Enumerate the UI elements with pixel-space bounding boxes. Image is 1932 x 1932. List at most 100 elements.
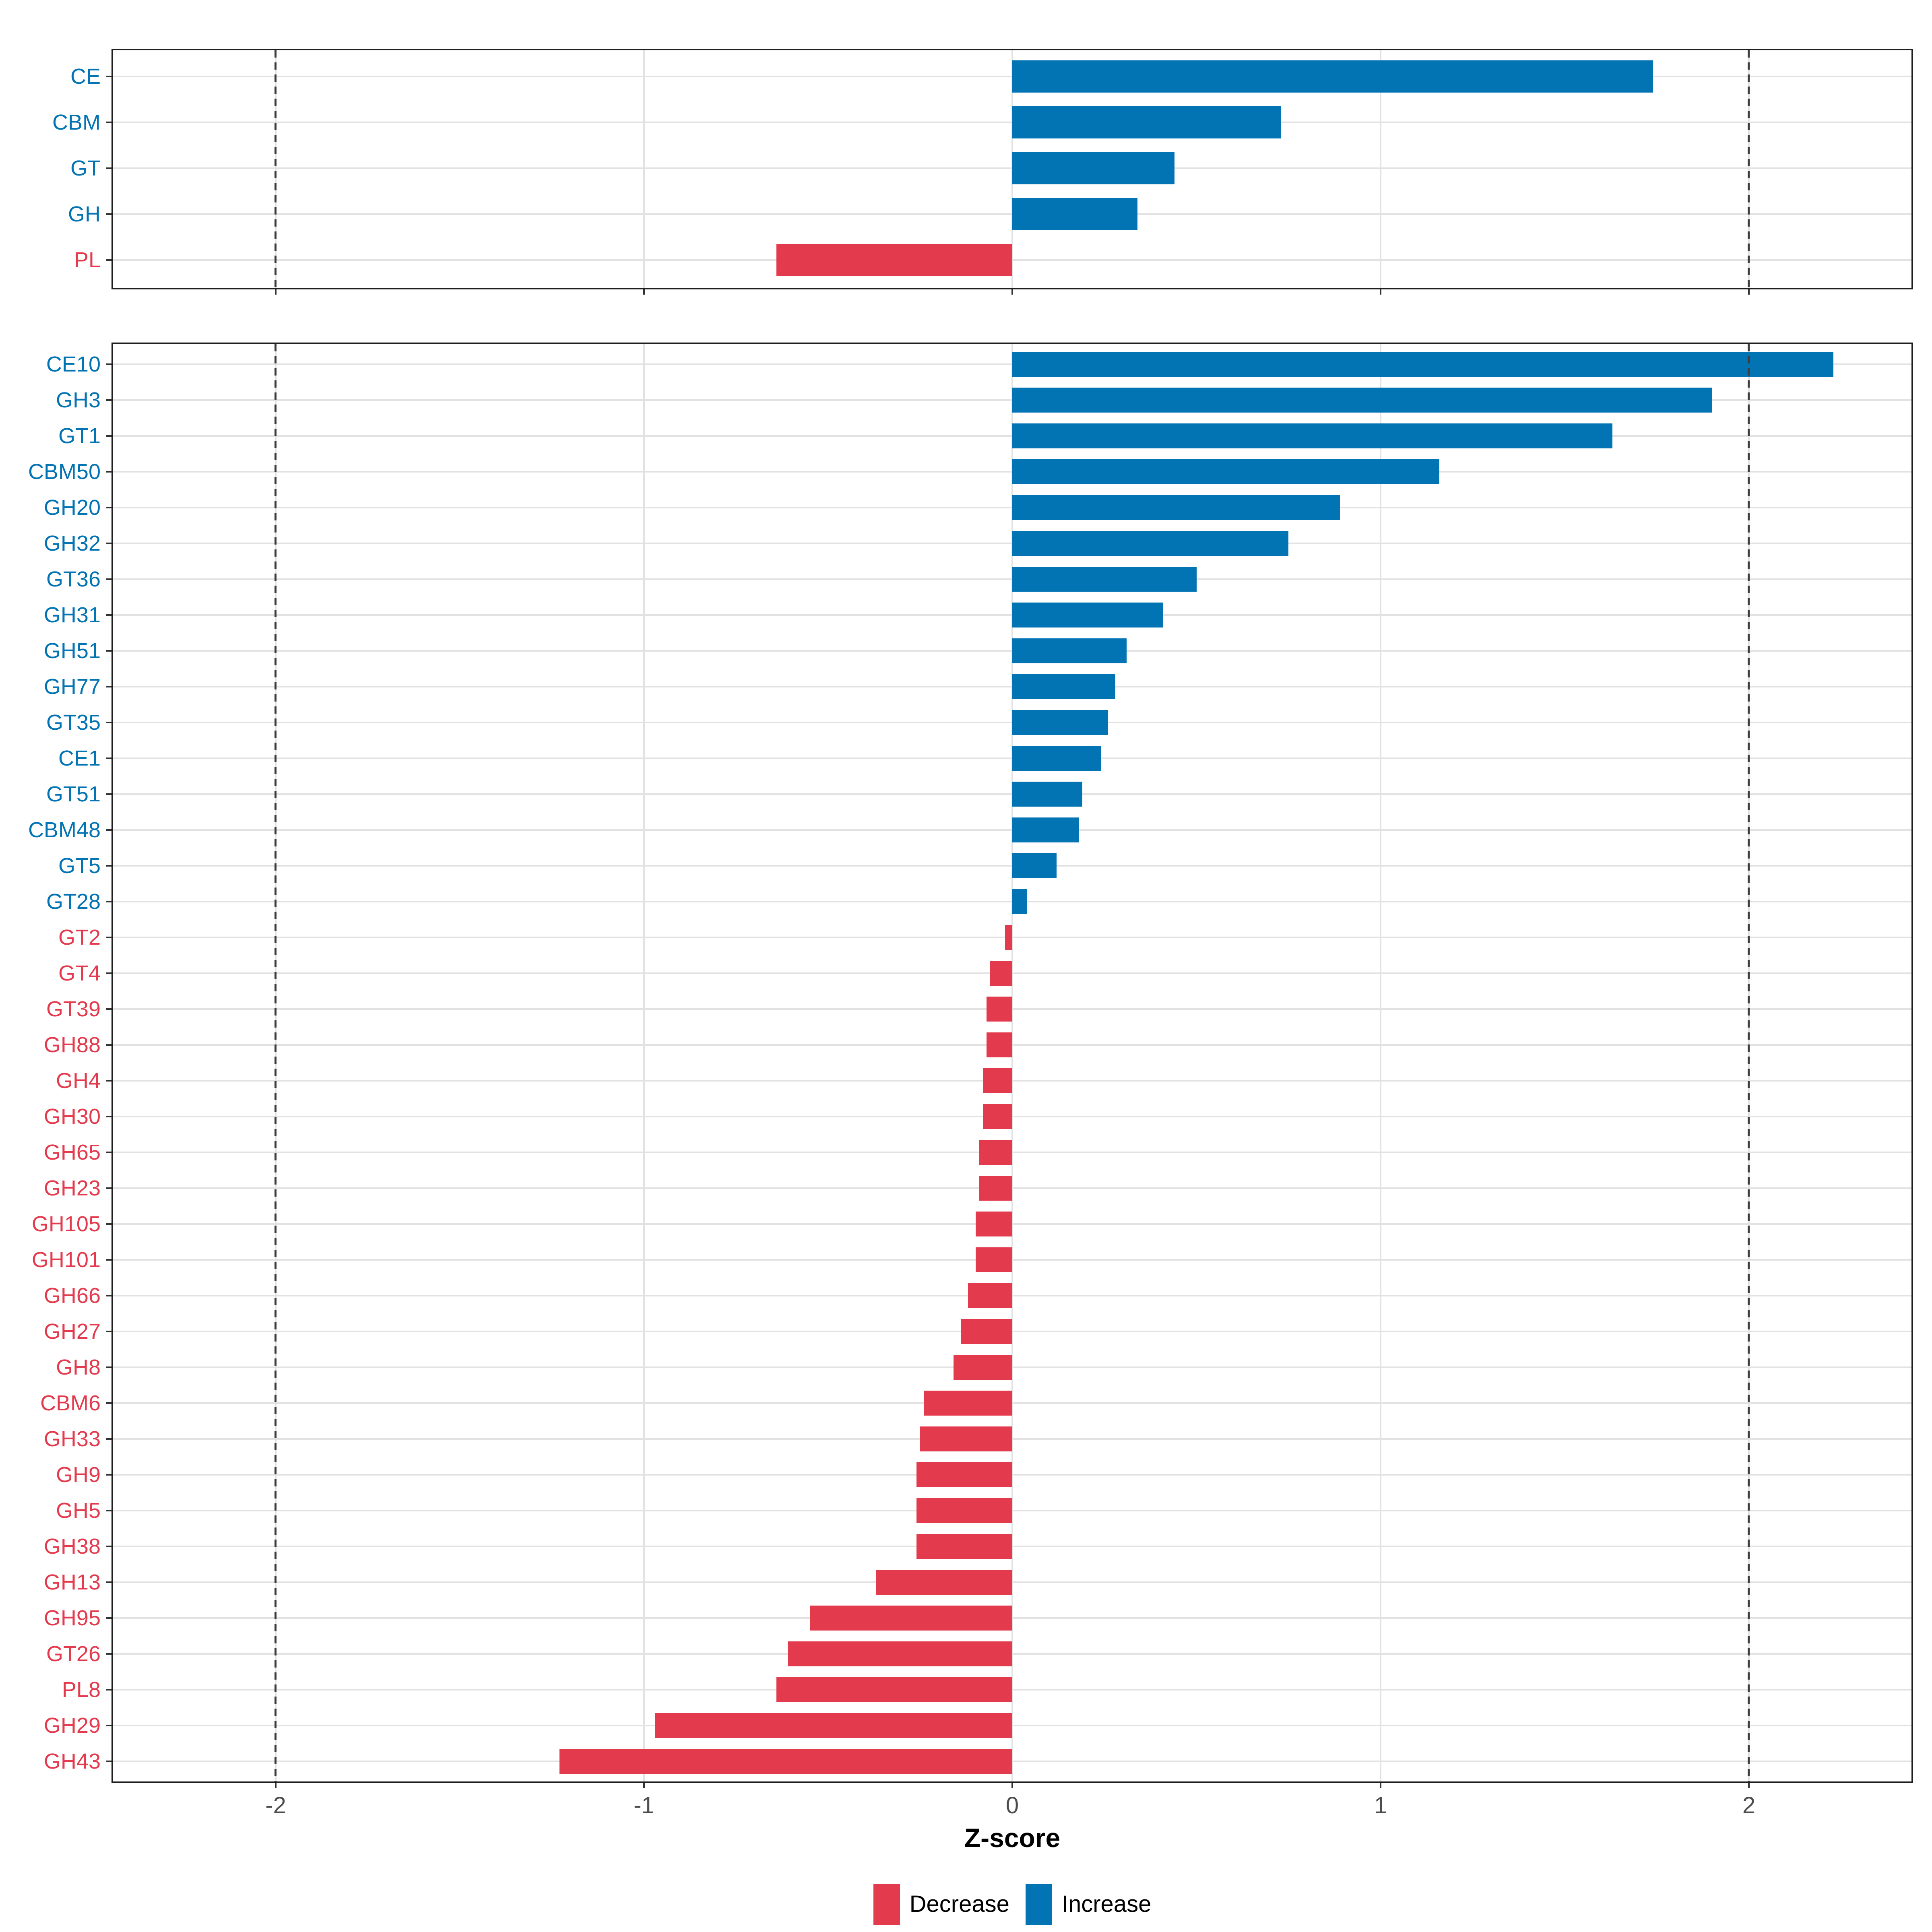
ytick-label-GH29: GH29	[43, 1713, 101, 1738]
y-tick	[106, 1366, 111, 1368]
gridline-vertical	[1380, 50, 1381, 288]
ytick-label-GH31: GH31	[43, 603, 101, 627]
ytick-label-GH77: GH77	[43, 675, 101, 699]
bar-GT5	[1012, 853, 1057, 878]
y-tick	[106, 543, 111, 544]
ytick-label-GT35: GT35	[46, 710, 101, 735]
y-tick	[106, 1510, 111, 1511]
x-tick	[1380, 1783, 1381, 1788]
ytick-label-GH8: GH8	[56, 1355, 101, 1379]
bar-PL	[776, 244, 1012, 276]
x-tick	[1380, 289, 1381, 295]
bar-GH88	[986, 1032, 1012, 1057]
bar-GT26	[787, 1641, 1012, 1666]
y-tick	[106, 901, 111, 902]
ytick-label-GH33: GH33	[43, 1427, 101, 1451]
ytick-label-GH32: GH32	[43, 531, 101, 555]
bar-GH27	[960, 1319, 1012, 1344]
bar-GH5	[916, 1498, 1012, 1523]
x-tick	[1748, 1783, 1750, 1788]
ytick-label-GT5: GT5	[58, 854, 101, 878]
bar-GH66	[968, 1283, 1012, 1308]
y-tick	[106, 1008, 111, 1010]
ytick-label-GH51: GH51	[43, 639, 101, 663]
bar-CBM50	[1012, 459, 1440, 484]
ytick-label-GH23: GH23	[43, 1176, 101, 1200]
y-tick	[106, 937, 111, 938]
y-tick	[106, 1044, 111, 1046]
bar-GT4	[990, 961, 1012, 986]
ytick-label-GH101: GH101	[31, 1248, 101, 1272]
ytick-label-GH20: GH20	[43, 495, 101, 520]
bar-CBM48	[1012, 817, 1079, 842]
x-tick	[275, 289, 277, 295]
y-tick	[106, 1617, 111, 1619]
y-tick	[106, 1259, 111, 1261]
gridline-vertical	[643, 50, 645, 288]
bar-PL8	[776, 1677, 1012, 1702]
ytick-label-CBM: CBM	[52, 110, 101, 134]
y-tick	[106, 686, 111, 687]
y-tick	[106, 793, 111, 795]
bar-GH77	[1012, 674, 1116, 699]
ytick-label-GT26: GT26	[46, 1642, 101, 1666]
y-tick	[106, 122, 111, 123]
ytick-label-GT39: GT39	[46, 997, 101, 1021]
ytick-label-GT36: GT36	[46, 567, 101, 591]
ytick-label-GH88: GH88	[43, 1033, 101, 1057]
ytick-label-GH66: GH66	[43, 1284, 101, 1308]
ytick-label-GT28: GT28	[46, 890, 101, 914]
xtick-label-2: 2	[1742, 1792, 1756, 1818]
bar-GH95	[809, 1606, 1012, 1631]
y-tick	[106, 722, 111, 723]
bar-GH31	[1012, 603, 1164, 627]
y-tick	[106, 758, 111, 759]
legend-label-increase: Increase	[1061, 1891, 1152, 1917]
y-tick	[106, 471, 111, 473]
bar-GH3	[1012, 388, 1712, 413]
ytick-label-GT: GT	[70, 156, 101, 180]
bar-GT36	[1012, 567, 1197, 592]
ytick-label-PL: PL	[74, 248, 101, 272]
bar-GH43	[559, 1749, 1012, 1774]
xtick-label--2: -2	[265, 1792, 286, 1818]
ytick-label-CBM6: CBM6	[40, 1391, 101, 1415]
y-tick	[106, 1725, 111, 1726]
dashed-vline	[275, 344, 277, 1781]
ytick-label-GT2: GT2	[58, 925, 101, 949]
y-tick	[106, 1761, 111, 1762]
y-tick	[106, 399, 111, 401]
bar-GT35	[1012, 710, 1108, 735]
bar-GH51	[1012, 638, 1127, 663]
y-tick	[106, 1653, 111, 1655]
legend-item-increase: Increase	[1025, 1884, 1152, 1925]
y-tick	[106, 1581, 111, 1583]
y-tick	[106, 1546, 111, 1547]
bar-GT1	[1012, 423, 1613, 448]
y-tick	[106, 614, 111, 616]
bar-GT28	[1012, 889, 1027, 914]
x-tick	[1011, 1783, 1013, 1788]
y-tick	[106, 865, 111, 867]
x-axis-title: Z-score	[964, 1823, 1061, 1853]
y-tick	[106, 1116, 111, 1117]
dashed-vline	[1748, 344, 1750, 1781]
x-tick	[275, 1783, 277, 1788]
x-tick	[1748, 289, 1750, 295]
ytick-label-GH30: GH30	[43, 1104, 101, 1129]
ytick-label-GH95: GH95	[43, 1606, 101, 1630]
y-tick	[106, 363, 111, 365]
legend-item-decrease: Decrease	[873, 1884, 1009, 1925]
ytick-label-GH: GH	[68, 202, 101, 226]
bar-GH	[1012, 198, 1138, 230]
y-tick	[106, 1438, 111, 1440]
bar-GH9	[916, 1462, 1012, 1487]
bar-CBM	[1012, 106, 1281, 138]
bar-GH4	[983, 1068, 1012, 1093]
bar-CBM6	[924, 1391, 1012, 1416]
bar-GH33	[920, 1426, 1012, 1451]
y-tick	[106, 578, 111, 580]
y-tick	[106, 1689, 111, 1690]
bar-GH32	[1012, 531, 1289, 556]
